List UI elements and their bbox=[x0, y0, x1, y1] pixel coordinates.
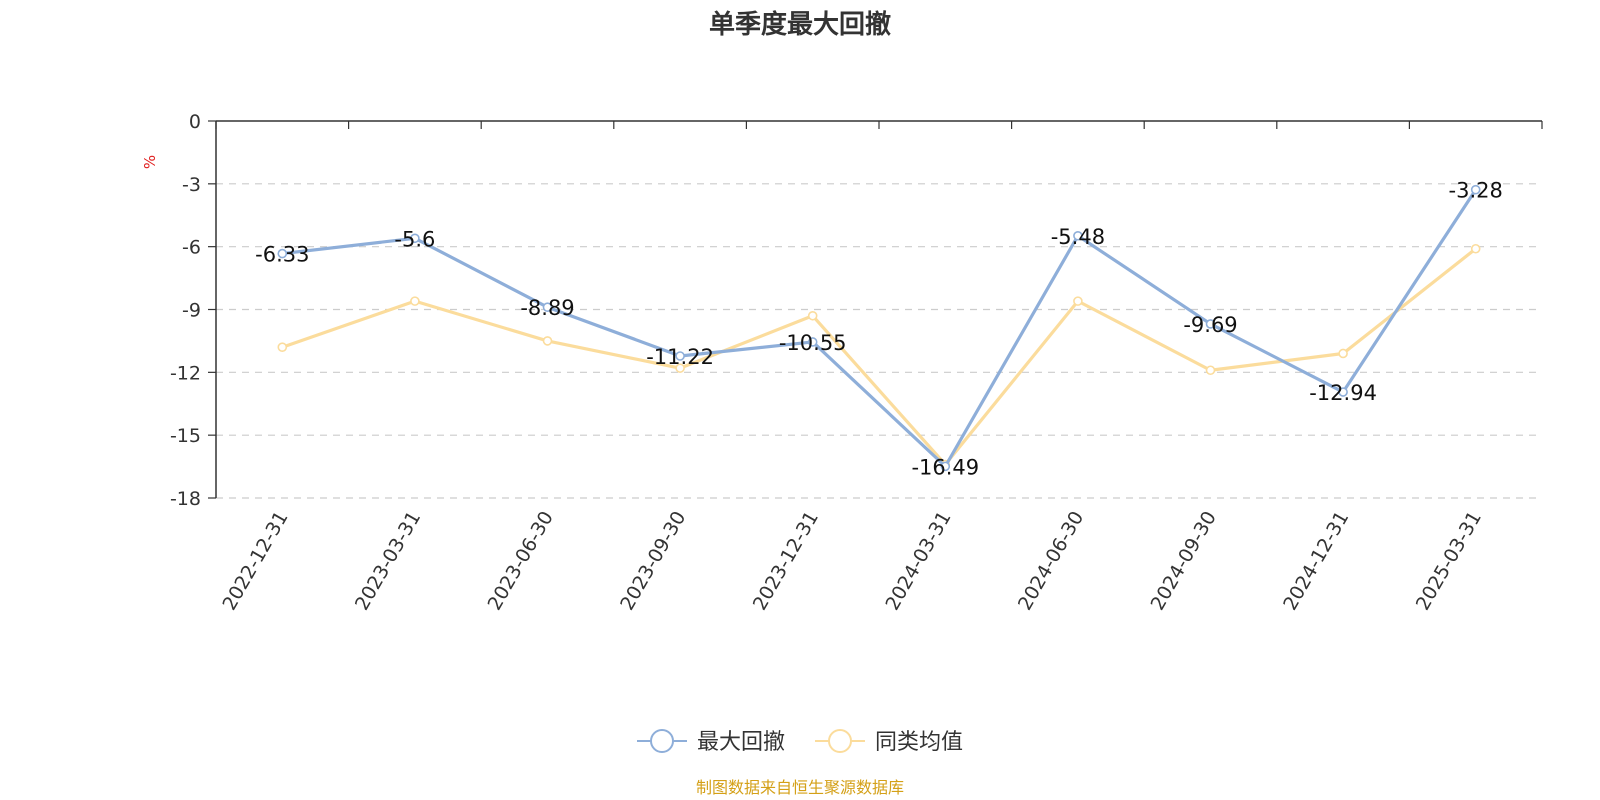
data-label: -5.6 bbox=[394, 227, 435, 251]
series-lines bbox=[277, 184, 1481, 472]
y-tick-label: -9 bbox=[182, 300, 201, 322]
data-point-max-drawdown bbox=[277, 248, 288, 259]
data-point-peer-average bbox=[410, 296, 420, 306]
data-point-max-drawdown bbox=[940, 461, 951, 472]
data-point-max-drawdown bbox=[1205, 319, 1216, 329]
data-point-max-drawdown bbox=[542, 302, 553, 312]
data-point-max-drawdown bbox=[1338, 387, 1348, 397]
legend-marker-peer-average bbox=[828, 729, 852, 753]
chart-title: 单季度最大回撤 bbox=[709, 9, 891, 40]
x-tick-label: 2024-12-31 bbox=[1279, 508, 1353, 615]
x-tick-label: 2022-12-31 bbox=[218, 508, 292, 615]
data-point-peer-average bbox=[1073, 296, 1083, 306]
data-point-max-drawdown bbox=[1073, 230, 1083, 241]
data-point-peer-average bbox=[1205, 365, 1216, 376]
data-point-max-drawdown bbox=[410, 233, 420, 244]
data-labels: -6.33 -5.6 -8.89 -11.22 -10.55 -16.49 -5.48 -9.… bbox=[255, 179, 1503, 480]
data-label: -8.89 bbox=[520, 296, 574, 320]
data-label: -12.94 bbox=[1309, 381, 1377, 405]
x-tick-label: 2023-09-30 bbox=[616, 508, 690, 615]
y-tick-label: -6 bbox=[182, 237, 201, 259]
data-point-max-drawdown bbox=[807, 337, 818, 347]
series-line-max-drawdown bbox=[282, 188, 1478, 468]
y-tick-label: -15 bbox=[170, 425, 201, 447]
data-point-max-drawdown bbox=[1470, 184, 1481, 195]
legend-label-peer-average: 同类均值 bbox=[875, 730, 963, 755]
data-label: -10.55 bbox=[779, 331, 847, 355]
series-line-peer-average bbox=[281, 247, 1477, 467]
data-point-peer-average bbox=[277, 342, 288, 353]
data-label: -3.28 bbox=[1449, 179, 1503, 203]
x-tick-label: 2025-03-31 bbox=[1412, 508, 1486, 615]
data-point-peer-average bbox=[1338, 348, 1348, 359]
data-point-max-drawdown bbox=[675, 351, 685, 361]
data-label: -16.49 bbox=[911, 455, 979, 479]
legend-marker-max-drawdown bbox=[650, 729, 674, 753]
data-point-peer-average bbox=[675, 363, 685, 373]
data-label: -11.22 bbox=[646, 345, 714, 369]
legend-label-max-drawdown: 最大回撤 bbox=[697, 730, 785, 755]
data-label: -9.69 bbox=[1183, 313, 1237, 337]
x-tick-label: 2023-12-31 bbox=[749, 508, 823, 615]
y-tick-label: -3 bbox=[182, 174, 201, 196]
legend-item-peer-average[interactable]: 同类均值 bbox=[815, 729, 963, 755]
grid-lines bbox=[216, 183, 1542, 499]
x-tick-label: 2024-03-31 bbox=[881, 508, 955, 615]
data-label: -5.48 bbox=[1051, 225, 1105, 249]
x-tick-label: 2023-06-30 bbox=[484, 508, 558, 615]
legend-item-max-drawdown[interactable]: 最大回撤 bbox=[637, 729, 785, 755]
y-tick-label: -12 bbox=[170, 362, 201, 384]
x-tick-label: 2024-09-30 bbox=[1147, 508, 1221, 615]
data-label: -6.33 bbox=[255, 243, 309, 267]
y-tick-label: 0 bbox=[189, 111, 201, 133]
data-point-peer-average bbox=[1470, 243, 1481, 254]
legend[interactable]: 最大回撤 同类均值 bbox=[637, 729, 963, 755]
y-axis-unit: % bbox=[141, 155, 159, 169]
x-tick-label: 2024-06-30 bbox=[1014, 508, 1088, 615]
y-tick-label: -18 bbox=[170, 488, 201, 510]
data-point-peer-average bbox=[807, 310, 818, 321]
data-source-note: 制图数据来自恒生聚源数据库 bbox=[696, 778, 904, 797]
x-tick-label: 2023-03-31 bbox=[351, 508, 425, 615]
data-point-peer-average bbox=[542, 336, 553, 346]
